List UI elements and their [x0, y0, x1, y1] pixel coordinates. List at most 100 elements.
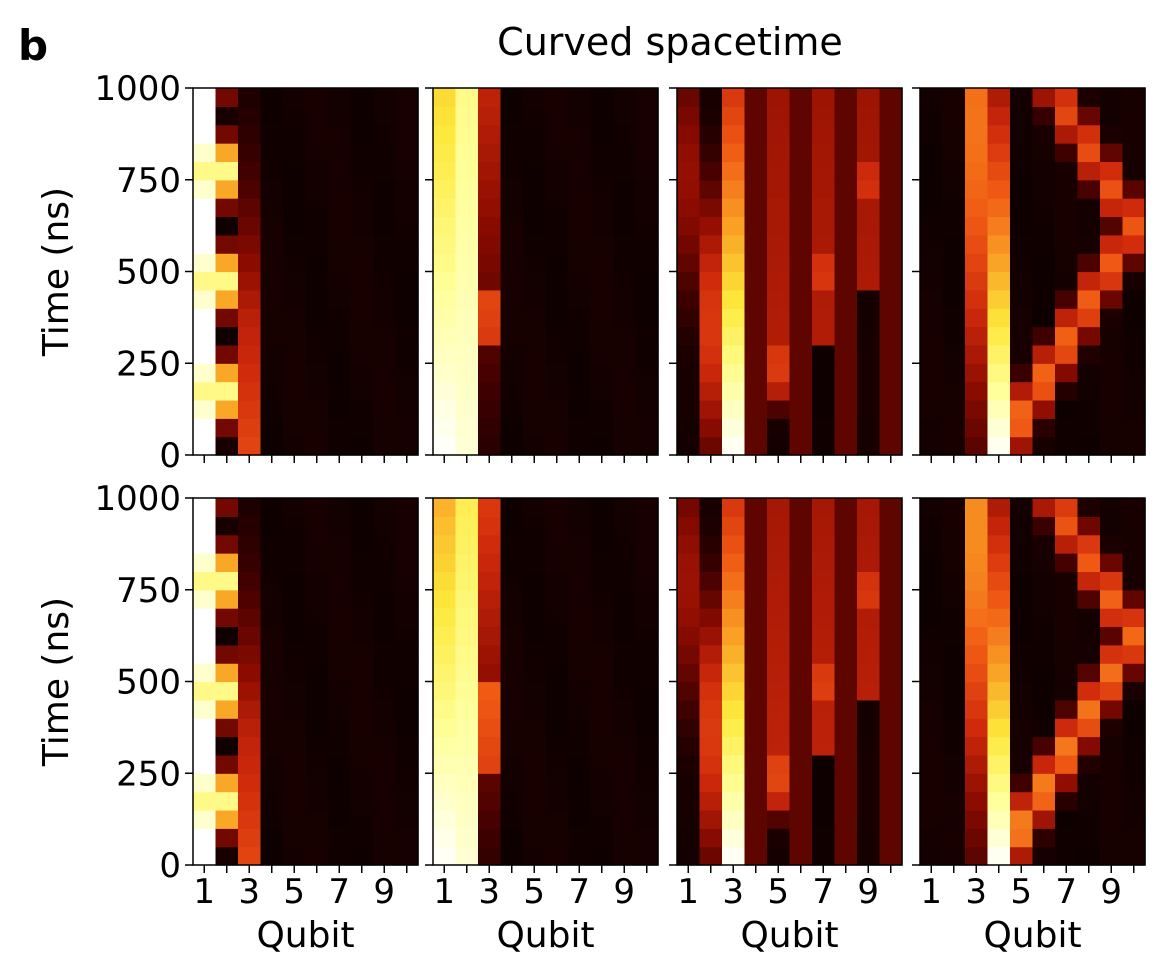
heatmap-cell	[1077, 718, 1101, 738]
y-tick-label: 750	[116, 161, 181, 201]
heatmap-cell	[305, 418, 329, 438]
heatmap-cell	[965, 253, 989, 273]
heatmap-cell	[350, 773, 374, 793]
heatmap-cell	[987, 589, 1011, 609]
heatmap-cell	[942, 791, 966, 811]
heatmap-cell	[433, 308, 457, 328]
heatmap-cell	[1122, 106, 1146, 126]
heatmap-cell	[545, 644, 569, 664]
heatmap-cell	[699, 663, 723, 683]
heatmap-cell	[350, 234, 374, 254]
heatmap-cell	[857, 363, 881, 383]
heatmap-cell	[328, 161, 352, 181]
heatmap-cell	[812, 791, 836, 811]
heatmap-cell	[834, 663, 858, 683]
heatmap-cell	[1032, 791, 1056, 811]
heatmap-cell	[920, 681, 944, 701]
heatmap-cell	[965, 589, 989, 609]
heatmap-cell	[699, 399, 723, 419]
heatmap-cell	[433, 571, 457, 591]
heatmap-cell	[722, 88, 746, 107]
y-tick-label: 1000	[94, 69, 181, 109]
heatmap-cell	[568, 809, 592, 829]
heatmap-cell	[568, 846, 592, 866]
heatmap-cell	[523, 308, 547, 328]
heatmap-cell	[677, 381, 701, 401]
heatmap-cell	[478, 253, 502, 273]
heatmap-cell	[722, 198, 746, 218]
heatmap-cell	[395, 436, 419, 456]
heatmap-cell	[433, 736, 457, 756]
heatmap-cell	[523, 88, 547, 107]
heatmap-cell	[523, 589, 547, 609]
heatmap-panel	[425, 87, 659, 463]
heatmap-cell	[613, 553, 637, 572]
heatmap-cell	[590, 699, 614, 719]
heatmap-cell	[478, 699, 502, 719]
heatmap-cell	[857, 626, 881, 646]
heatmap-cell	[613, 253, 637, 273]
heatmap-cell	[568, 699, 592, 719]
heatmap-cell	[455, 161, 479, 181]
heatmap-cell	[568, 589, 592, 609]
heatmap-cell	[767, 326, 791, 346]
heatmap-cell	[1100, 234, 1124, 254]
heatmap-cell	[455, 399, 479, 419]
heatmap-cell	[722, 754, 746, 774]
heatmap-cell	[834, 216, 858, 236]
heatmap-cell	[1055, 608, 1079, 628]
heatmap-cell	[942, 608, 966, 628]
heatmap-cell	[1055, 699, 1079, 719]
heatmap-cell	[350, 626, 374, 646]
heatmap-cell	[305, 436, 329, 456]
heatmap-cell	[677, 399, 701, 419]
heatmap-cell	[722, 399, 746, 419]
heatmap-cell	[1032, 699, 1056, 719]
heatmap-cell	[590, 381, 614, 401]
heatmap-cell	[283, 828, 307, 848]
heatmap-cell	[328, 344, 352, 364]
heatmap-cell	[215, 626, 239, 646]
heatmap-cell	[677, 681, 701, 701]
heatmap-cell	[857, 718, 881, 738]
heatmap-cell	[767, 626, 791, 646]
heatmap-cell	[523, 534, 547, 554]
heatmap-cell	[635, 381, 659, 401]
heatmap-cell	[635, 773, 659, 793]
heatmap-cell	[987, 681, 1011, 701]
heatmap-cell	[523, 608, 547, 628]
heatmap-cell	[1077, 516, 1101, 536]
heatmap-cell	[590, 289, 614, 309]
heatmap-cell	[373, 106, 397, 126]
heatmap-cell	[328, 754, 352, 774]
heatmap-cell	[834, 846, 858, 866]
heatmap-cell	[942, 88, 966, 107]
heatmap-cell	[613, 271, 637, 291]
heatmap-cell	[1122, 608, 1146, 628]
heatmap-cell	[812, 381, 836, 401]
heatmap-cell	[238, 681, 262, 701]
heatmap-cell	[613, 846, 637, 866]
heatmap-cell	[767, 253, 791, 273]
heatmap-cell	[500, 754, 524, 774]
heatmap-cell	[767, 106, 791, 126]
heatmap-cell	[193, 363, 217, 383]
heatmap-cell	[1055, 161, 1079, 181]
heatmap-cell	[965, 498, 989, 517]
heatmap-cell	[744, 736, 768, 756]
heatmap-cell	[1032, 553, 1056, 572]
heatmap-cell	[568, 179, 592, 199]
heatmap-cell	[942, 271, 966, 291]
heatmap-cell	[920, 791, 944, 811]
heatmap-cell	[789, 828, 813, 848]
heatmap-cell	[677, 718, 701, 738]
heatmap-cell	[722, 308, 746, 328]
heatmap-cell	[857, 216, 881, 236]
heatmap-cell	[812, 699, 836, 719]
heatmap-cell	[635, 828, 659, 848]
heatmap-cell	[699, 626, 723, 646]
heatmap-cell	[455, 736, 479, 756]
heatmap-cell	[1010, 608, 1034, 628]
heatmap-cell	[523, 198, 547, 218]
heatmap-cell	[590, 681, 614, 701]
